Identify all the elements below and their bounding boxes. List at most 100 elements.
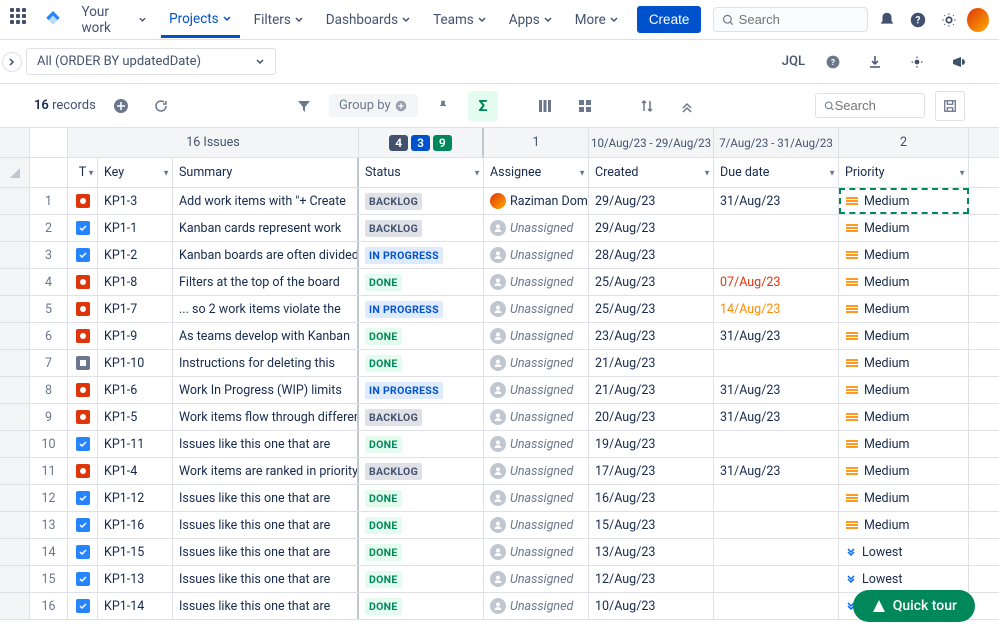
assignee-cell[interactable]: Unassigned bbox=[484, 215, 589, 241]
status-cell[interactable]: IN PROGRESS bbox=[359, 296, 484, 322]
status-cell[interactable]: BACKLOG bbox=[359, 404, 484, 430]
status-cell[interactable]: DONE bbox=[359, 566, 484, 592]
col-header-key[interactable]: Key▼ bbox=[98, 158, 173, 187]
summary-cell[interactable]: Work items flow through different bbox=[173, 404, 359, 430]
jql-toggle[interactable]: JQL bbox=[782, 54, 805, 69]
summary-cell[interactable]: Issues like this one that are bbox=[173, 431, 359, 457]
issue-key-cell[interactable]: KP1-7 bbox=[98, 296, 173, 322]
announce-icon[interactable] bbox=[945, 48, 973, 76]
issue-key-cell[interactable]: KP1-5 bbox=[98, 404, 173, 430]
status-cell[interactable]: BACKLOG bbox=[359, 458, 484, 484]
priority-cell[interactable]: Lowest bbox=[839, 566, 969, 592]
due-cell[interactable] bbox=[714, 242, 839, 268]
status-cell[interactable]: IN PROGRESS bbox=[359, 242, 484, 268]
priority-cell[interactable]: Medium bbox=[839, 458, 969, 484]
issue-key-cell[interactable]: KP1-15 bbox=[98, 539, 173, 565]
priority-cell[interactable]: Medium bbox=[839, 269, 969, 295]
collapse-icon[interactable] bbox=[672, 91, 702, 121]
assignee-cell[interactable]: Unassigned bbox=[484, 458, 589, 484]
global-search[interactable] bbox=[713, 7, 868, 32]
due-cell[interactable] bbox=[714, 215, 839, 241]
priority-cell[interactable]: Medium bbox=[839, 296, 969, 322]
table-row[interactable]: 14 KP1-15 Issues like this one that are … bbox=[0, 539, 999, 566]
assignee-cell[interactable]: Unassigned bbox=[484, 323, 589, 349]
summary-cell[interactable]: Work In Progress (WIP) limits bbox=[173, 377, 359, 403]
status-cell[interactable]: BACKLOG bbox=[359, 215, 484, 241]
summary-cell[interactable]: Issues like this one that are bbox=[173, 566, 359, 592]
summary-cell[interactable]: Issues like this one that are bbox=[173, 485, 359, 511]
due-cell[interactable]: 31/Aug/23 bbox=[714, 404, 839, 430]
priority-cell[interactable]: Medium bbox=[839, 188, 969, 214]
user-avatar[interactable] bbox=[967, 8, 989, 32]
app-switcher-icon[interactable] bbox=[10, 8, 32, 32]
nav-filters[interactable]: Filters bbox=[246, 8, 312, 32]
priority-cell[interactable]: Lowest bbox=[839, 539, 969, 565]
save-icon[interactable] bbox=[935, 91, 965, 121]
col-header-summary[interactable]: Summary bbox=[173, 158, 359, 187]
nav-apps[interactable]: Apps bbox=[501, 8, 561, 32]
assignee-cell[interactable]: Unassigned bbox=[484, 350, 589, 376]
summary-cell[interactable]: Kanban boards are often divided bbox=[173, 242, 359, 268]
summary-cell[interactable]: Instructions for deleting this bbox=[173, 350, 359, 376]
issue-key-cell[interactable]: KP1-9 bbox=[98, 323, 173, 349]
filter-dropdown[interactable]: All (ORDER BY updatedDate) bbox=[26, 48, 276, 75]
due-cell[interactable] bbox=[714, 512, 839, 538]
assignee-cell[interactable]: Unassigned bbox=[484, 485, 589, 511]
col-header-status[interactable]: Status▼ bbox=[359, 158, 484, 187]
grid-search[interactable] bbox=[815, 93, 925, 118]
help2-icon[interactable]: ? bbox=[819, 48, 847, 76]
due-cell[interactable]: 31/Aug/23 bbox=[714, 323, 839, 349]
status-cell[interactable]: DONE bbox=[359, 350, 484, 376]
col-header-due[interactable]: Due date▼ bbox=[714, 158, 839, 187]
priority-cell[interactable]: Medium bbox=[839, 377, 969, 403]
col-header-created[interactable]: Created▼ bbox=[589, 158, 714, 187]
priority-cell[interactable]: Medium bbox=[839, 485, 969, 511]
due-cell[interactable]: 07/Aug/23 bbox=[714, 269, 839, 295]
table-row[interactable]: 5 KP1-7 ... so 2 work items violate the … bbox=[0, 296, 999, 323]
expand-sidebar-icon[interactable] bbox=[2, 52, 22, 72]
issue-key-cell[interactable]: KP1-3 bbox=[98, 188, 173, 214]
nav-dashboards[interactable]: Dashboards bbox=[318, 8, 419, 32]
summary-cell[interactable]: Filters at the top of the board bbox=[173, 269, 359, 295]
add-icon[interactable] bbox=[106, 91, 136, 121]
status-cell[interactable]: DONE bbox=[359, 539, 484, 565]
status-cell[interactable]: DONE bbox=[359, 323, 484, 349]
assignee-cell[interactable]: Unassigned bbox=[484, 566, 589, 592]
table-row[interactable]: 3 KP1-2 Kanban boards are often divided … bbox=[0, 242, 999, 269]
priority-cell[interactable]: Medium bbox=[839, 215, 969, 241]
columns-icon[interactable] bbox=[530, 91, 560, 121]
issue-key-cell[interactable]: KP1-13 bbox=[98, 566, 173, 592]
summary-cell[interactable]: Issues like this one that are bbox=[173, 512, 359, 538]
notifications-icon[interactable] bbox=[874, 6, 899, 34]
summary-cell[interactable]: Issues like this one that are bbox=[173, 593, 359, 619]
table-row[interactable]: 16 KP1-14 Issues like this one that are … bbox=[0, 593, 999, 620]
issue-key-cell[interactable]: KP1-2 bbox=[98, 242, 173, 268]
assignee-cell[interactable]: Unassigned bbox=[484, 242, 589, 268]
due-cell[interactable]: 31/Aug/23 bbox=[714, 377, 839, 403]
grid-icon[interactable] bbox=[570, 91, 600, 121]
refresh-icon[interactable] bbox=[146, 91, 176, 121]
table-row[interactable]: 6 KP1-9 As teams develop with Kanban DON… bbox=[0, 323, 999, 350]
issue-key-cell[interactable]: KP1-10 bbox=[98, 350, 173, 376]
sort-icon[interactable] bbox=[632, 91, 662, 121]
filter-icon[interactable] bbox=[289, 91, 319, 121]
due-cell[interactable] bbox=[714, 593, 839, 619]
assignee-cell[interactable]: Unassigned bbox=[484, 512, 589, 538]
due-cell[interactable] bbox=[714, 485, 839, 511]
group-by-dropdown[interactable]: Group by bbox=[329, 94, 418, 117]
help-icon[interactable]: ? bbox=[905, 6, 930, 34]
table-row[interactable]: 7 KP1-10 Instructions for deleting this … bbox=[0, 350, 999, 377]
issue-key-cell[interactable]: KP1-11 bbox=[98, 431, 173, 457]
table-row[interactable]: 2 KP1-1 Kanban cards represent work BACK… bbox=[0, 215, 999, 242]
issue-key-cell[interactable]: KP1-16 bbox=[98, 512, 173, 538]
table-row[interactable]: 15 KP1-13 Issues like this one that are … bbox=[0, 566, 999, 593]
table-row[interactable]: 4 KP1-8 Filters at the top of the board … bbox=[0, 269, 999, 296]
status-cell[interactable]: DONE bbox=[359, 593, 484, 619]
status-cell[interactable]: IN PROGRESS bbox=[359, 377, 484, 403]
status-cell[interactable]: DONE bbox=[359, 269, 484, 295]
due-cell[interactable]: 31/Aug/23 bbox=[714, 188, 839, 214]
issue-key-cell[interactable]: KP1-1 bbox=[98, 215, 173, 241]
summary-cell[interactable]: Add work items with "+ Create bbox=[173, 188, 359, 214]
status-cell[interactable]: DONE bbox=[359, 485, 484, 511]
download-icon[interactable] bbox=[861, 48, 889, 76]
